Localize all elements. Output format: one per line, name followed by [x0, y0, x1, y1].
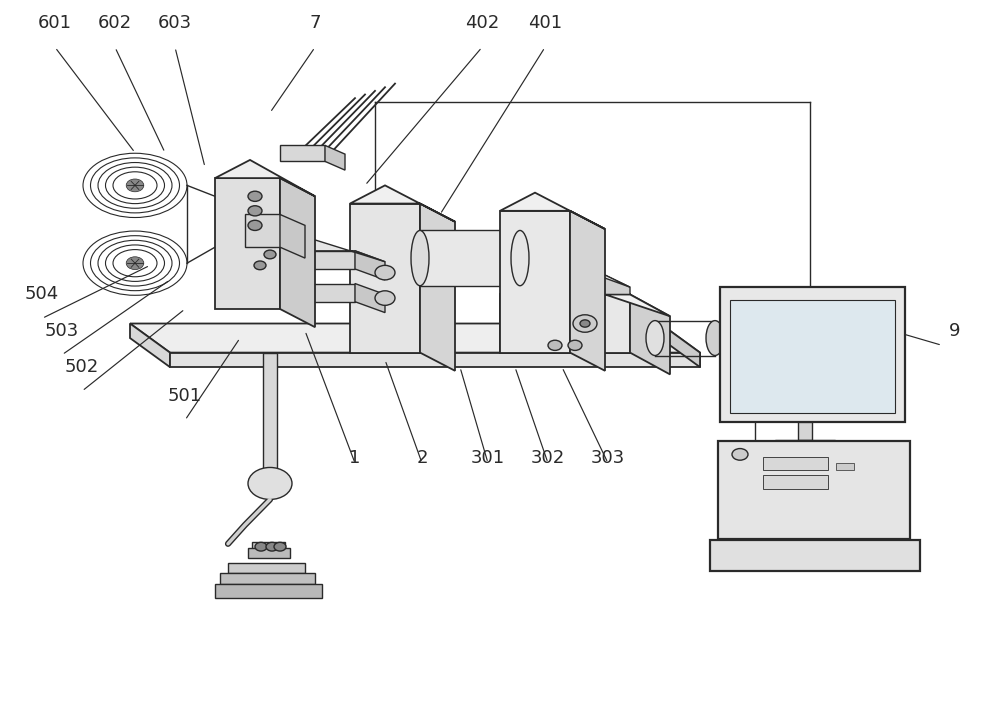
Polygon shape	[280, 178, 315, 327]
Text: 1: 1	[349, 449, 361, 467]
Polygon shape	[170, 353, 700, 367]
Circle shape	[274, 542, 286, 551]
Circle shape	[580, 320, 590, 327]
Text: 501: 501	[168, 387, 202, 405]
Polygon shape	[215, 584, 322, 598]
Polygon shape	[215, 178, 280, 309]
Circle shape	[248, 206, 262, 216]
Polygon shape	[520, 273, 600, 294]
Polygon shape	[600, 273, 630, 294]
Bar	[248, 548, 290, 558]
Polygon shape	[798, 422, 812, 440]
Circle shape	[548, 340, 562, 350]
Polygon shape	[500, 193, 605, 229]
Polygon shape	[570, 211, 605, 371]
Polygon shape	[263, 353, 277, 476]
Polygon shape	[500, 273, 670, 316]
Text: 502: 502	[65, 358, 99, 376]
Polygon shape	[245, 214, 280, 247]
Text: 402: 402	[465, 15, 499, 32]
Circle shape	[375, 265, 395, 280]
Circle shape	[126, 179, 144, 192]
Text: 303: 303	[591, 449, 625, 467]
Circle shape	[255, 542, 267, 551]
Polygon shape	[228, 563, 305, 573]
Polygon shape	[775, 440, 835, 449]
Polygon shape	[500, 294, 630, 353]
Polygon shape	[280, 214, 305, 258]
Circle shape	[266, 542, 278, 551]
Text: 504: 504	[25, 286, 59, 303]
Text: 401: 401	[528, 15, 562, 32]
Polygon shape	[520, 258, 630, 287]
Polygon shape	[280, 251, 355, 269]
Circle shape	[375, 291, 395, 305]
Polygon shape	[350, 204, 420, 353]
Polygon shape	[220, 573, 315, 584]
Polygon shape	[355, 284, 385, 313]
Bar	[730, 300, 895, 413]
Bar	[720, 287, 905, 422]
Text: 601: 601	[38, 15, 72, 32]
Polygon shape	[130, 324, 700, 353]
Polygon shape	[420, 230, 520, 286]
Bar	[836, 463, 854, 470]
Polygon shape	[500, 211, 570, 353]
Circle shape	[254, 261, 266, 270]
Bar	[763, 457, 828, 470]
Text: 301: 301	[471, 449, 505, 467]
Text: 602: 602	[98, 15, 132, 32]
Circle shape	[264, 250, 276, 259]
Polygon shape	[130, 324, 170, 367]
Text: 503: 503	[45, 322, 79, 340]
Polygon shape	[355, 251, 385, 280]
Polygon shape	[325, 145, 345, 170]
Polygon shape	[630, 294, 670, 374]
Polygon shape	[280, 240, 385, 262]
Polygon shape	[420, 204, 455, 371]
Ellipse shape	[646, 321, 664, 356]
Circle shape	[126, 257, 144, 270]
Circle shape	[248, 191, 262, 201]
Polygon shape	[215, 160, 315, 196]
Polygon shape	[350, 185, 455, 222]
Circle shape	[732, 449, 748, 460]
Text: 7: 7	[309, 15, 321, 32]
Bar	[710, 540, 920, 571]
Polygon shape	[280, 145, 325, 161]
Circle shape	[573, 315, 597, 332]
Text: 302: 302	[531, 449, 565, 467]
Ellipse shape	[511, 230, 529, 286]
Circle shape	[248, 467, 292, 499]
Ellipse shape	[706, 321, 724, 356]
Circle shape	[568, 340, 582, 350]
Polygon shape	[280, 284, 355, 302]
Text: 2: 2	[416, 449, 428, 467]
Polygon shape	[252, 542, 285, 556]
Bar	[718, 441, 910, 539]
Polygon shape	[660, 324, 700, 367]
Text: 9: 9	[949, 322, 961, 340]
Text: 603: 603	[158, 15, 192, 32]
Circle shape	[248, 220, 262, 230]
Bar	[763, 475, 828, 489]
Ellipse shape	[411, 230, 429, 286]
